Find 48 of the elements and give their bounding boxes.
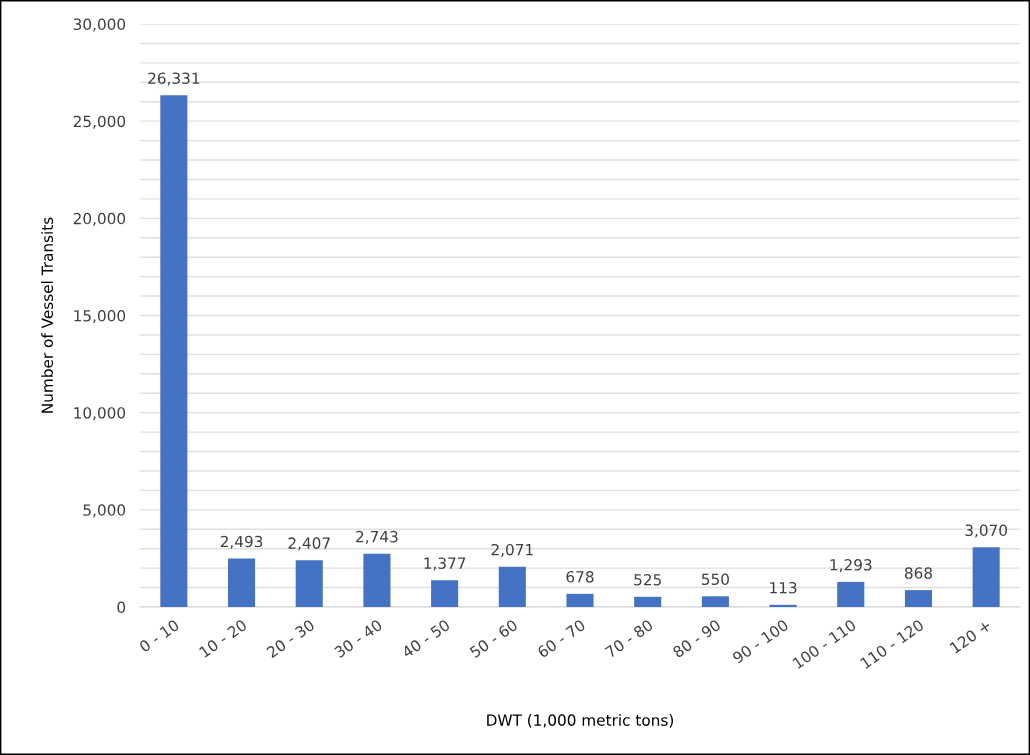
y-axis-title: Number of Vessel Transits <box>41 217 54 413</box>
data-label: 26,331 <box>148 72 200 86</box>
bar <box>769 604 797 607</box>
x-tick-label: 40 - 50 <box>401 618 451 659</box>
x-tick-label: 120 + <box>949 619 992 654</box>
bar <box>160 95 188 607</box>
y-tick-label: 10,000 <box>74 407 126 421</box>
data-label: 1,377 <box>424 557 466 571</box>
data-label: 2,493 <box>220 535 263 549</box>
x-tick-label: 10 - 20 <box>198 618 248 658</box>
y-tick-label: 5,000 <box>83 504 126 518</box>
x-tick-label: 90 - 100 <box>731 618 790 664</box>
y-tick-label: 25,000 <box>73 115 126 129</box>
y-tick-label: 0 <box>117 601 126 614</box>
x-tick-label: 20 - 30 <box>265 618 316 659</box>
x-tick-label: 60 - 70 <box>536 618 586 659</box>
x-tick-label: 50 - 60 <box>469 618 519 659</box>
data-label: 2,071 <box>491 543 533 558</box>
bar <box>837 581 865 607</box>
bar <box>431 580 459 607</box>
bar <box>295 560 323 607</box>
y-tick-label: 30,000 <box>73 18 126 32</box>
data-label: 1,293 <box>830 559 872 573</box>
x-tick-label: 100 - 110 <box>792 618 857 670</box>
y-tick-label: 15,000 <box>74 309 126 324</box>
x-tick-label: 30 - 40 <box>333 618 383 659</box>
x-axis-title: DWT (1,000 metric tons) <box>487 714 673 728</box>
bar <box>701 596 729 607</box>
data-label: 113 <box>770 581 797 594</box>
y-tick-label: 20,000 <box>73 212 126 226</box>
x-tick-label: 80 - 90 <box>672 618 722 659</box>
bar <box>972 547 1000 607</box>
bar <box>498 566 526 607</box>
x-tick-label: 70 - 80 <box>604 618 654 659</box>
data-label: 2,407 <box>288 537 330 551</box>
x-tick-label: 110 - 120 <box>859 618 925 670</box>
data-label: 525 <box>634 573 661 586</box>
bar <box>566 593 594 607</box>
data-label: 2,743 <box>356 530 398 544</box>
bar <box>363 553 391 607</box>
bar <box>634 596 662 607</box>
data-label: 868 <box>904 567 932 579</box>
bar <box>904 590 932 607</box>
data-label: 678 <box>566 570 594 583</box>
bar <box>228 558 256 607</box>
data-label: 3,070 <box>965 524 1008 538</box>
x-tick-label: 0 - 10 <box>138 618 180 653</box>
data-label: 550 <box>701 573 729 586</box>
